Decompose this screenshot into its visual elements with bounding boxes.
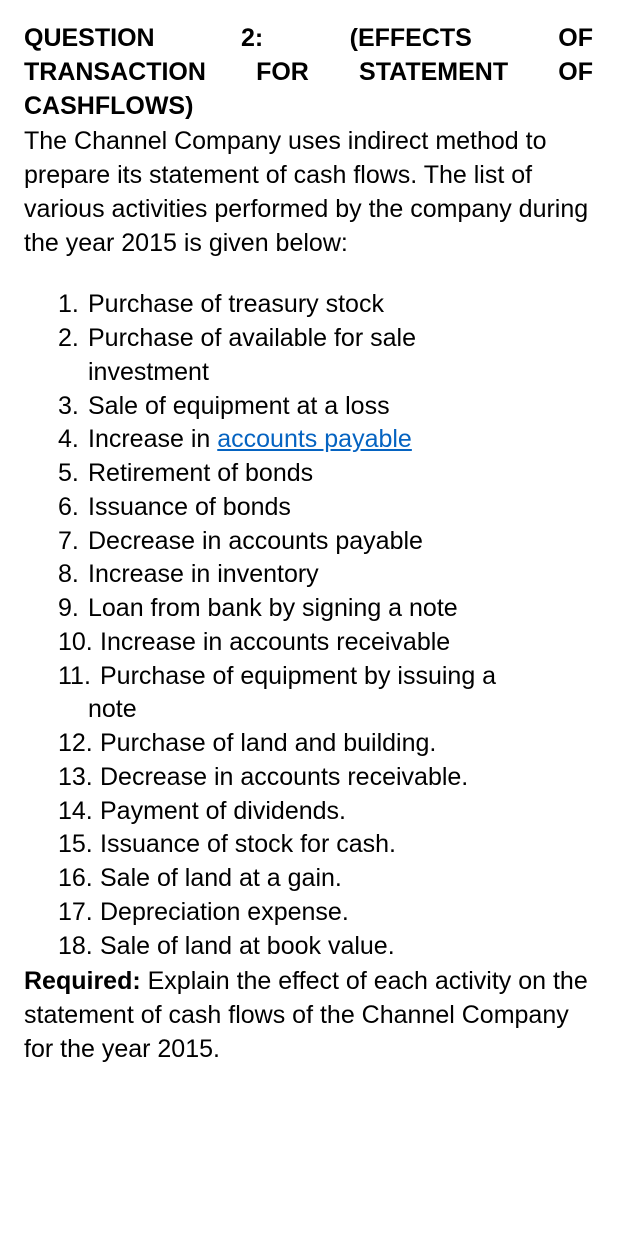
list-text: Purchase of land and building. <box>100 727 593 761</box>
list-item: 8. Increase in inventory <box>58 558 593 592</box>
list-number: 16. <box>58 862 100 896</box>
list-continuation: note <box>58 693 593 727</box>
list-item: 5. Retirement of bonds <box>58 457 593 491</box>
required-paragraph: Required: Explain the effect of each act… <box>24 965 593 1066</box>
list-number: 11. <box>58 660 100 694</box>
title-word: 2: <box>241 22 263 56</box>
title-word: TRANSACTION <box>24 56 206 90</box>
list-number: 3. <box>58 390 88 424</box>
list-number: 9. <box>58 592 88 626</box>
list-text: Purchase of treasury stock <box>88 288 593 322</box>
list-number: 1. <box>58 288 88 322</box>
list-item: 14. Payment of dividends. <box>58 795 593 829</box>
list-text: Issuance of stock for cash. <box>100 828 593 862</box>
title-word: STATEMENT <box>359 56 508 90</box>
list-text: Purchase of available for sale <box>88 322 593 356</box>
list-item: 6. Issuance of bonds <box>58 491 593 525</box>
list-continuation: investment <box>58 356 593 390</box>
list-item: 16. Sale of land at a gain. <box>58 862 593 896</box>
list-text: Retirement of bonds <box>88 457 593 491</box>
question-title-line1: QUESTION 2: (EFFECTS OF <box>24 22 593 56</box>
list-text: Sale of equipment at a loss <box>88 390 593 424</box>
list-number: 7. <box>58 525 88 559</box>
list-number: 14. <box>58 795 100 829</box>
list-number: 15. <box>58 828 100 862</box>
question-title-line3: CASHFLOWS) <box>24 90 593 124</box>
intro-paragraph: The Channel Company uses indirect method… <box>24 125 593 260</box>
list-text: Sale of land at a gain. <box>100 862 593 896</box>
list-item: 4. Increase in accounts payable <box>58 423 593 457</box>
list-item: 2. Purchase of available for sale <box>58 322 593 356</box>
list-item: 3. Sale of equipment at a loss <box>58 390 593 424</box>
list-text: Issuance of bonds <box>88 491 593 525</box>
list-text: Increase in inventory <box>88 558 593 592</box>
list-number: 17. <box>58 896 100 930</box>
question-title-line2: TRANSACTION FOR STATEMENT OF <box>24 56 593 90</box>
title-word: FOR <box>256 56 309 90</box>
list-text: Payment of dividends. <box>100 795 593 829</box>
list-text: Depreciation expense. <box>100 896 593 930</box>
list-number: 18. <box>58 930 100 964</box>
list-number: 2. <box>58 322 88 356</box>
title-word: OF <box>558 22 593 56</box>
text-segment: Increase in <box>88 425 217 453</box>
list-number: 6. <box>58 491 88 525</box>
list-text: Decrease in accounts payable <box>88 525 593 559</box>
list-number: 10. <box>58 626 100 660</box>
title-word: QUESTION <box>24 22 155 56</box>
title-word: OF <box>558 56 593 90</box>
list-item: 12. Purchase of land and building. <box>58 727 593 761</box>
document-content: QUESTION 2: (EFFECTS OF TRANSACTION FOR … <box>24 22 593 1067</box>
list-text: Sale of land at book value. <box>100 930 593 964</box>
list-item: 10. Increase in accounts receivable <box>58 626 593 660</box>
list-text: Increase in accounts payable <box>88 423 593 457</box>
list-item: 9. Loan from bank by signing a note <box>58 592 593 626</box>
title-word: (EFFECTS <box>350 22 472 56</box>
list-number: 12. <box>58 727 100 761</box>
activity-list: 1. Purchase of treasury stock 2. Purchas… <box>24 288 593 963</box>
list-item: 1. Purchase of treasury stock <box>58 288 593 322</box>
list-number: 13. <box>58 761 100 795</box>
list-item: 11. Purchase of equipment by issuing a <box>58 660 593 694</box>
required-label: Required: <box>24 967 141 995</box>
list-item: 18. Sale of land at book value. <box>58 930 593 964</box>
list-text: Loan from bank by signing a note <box>88 592 593 626</box>
list-number: 8. <box>58 558 88 592</box>
list-item: 15. Issuance of stock for cash. <box>58 828 593 862</box>
list-number: 4. <box>58 423 88 457</box>
list-text: Increase in accounts receivable <box>100 626 593 660</box>
list-number: 5. <box>58 457 88 491</box>
list-text: Decrease in accounts receivable. <box>100 761 593 795</box>
list-item: 7. Decrease in accounts payable <box>58 525 593 559</box>
accounts-payable-link[interactable]: accounts payable <box>217 425 412 453</box>
list-item: 13. Decrease in accounts receivable. <box>58 761 593 795</box>
list-item: 17. Depreciation expense. <box>58 896 593 930</box>
list-text: Purchase of equipment by issuing a <box>100 660 593 694</box>
